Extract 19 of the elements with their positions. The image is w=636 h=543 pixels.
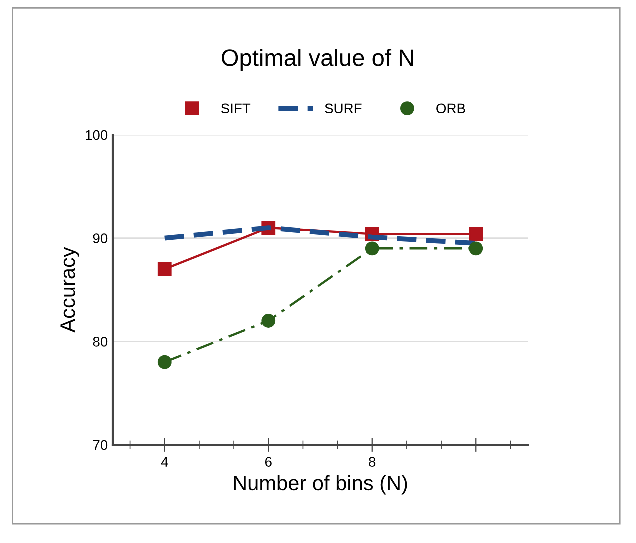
point [158,355,172,370]
legend-label: SIFT [221,104,251,114]
point [365,242,380,256]
point [469,227,484,242]
x-tick-label: 6 [265,457,272,468]
y-tick-label: 90 [93,234,108,244]
point [158,262,172,276]
chart-title: Optimal value of N [222,48,414,72]
legend-label: ORB [436,104,466,114]
point [469,242,484,256]
x-tick-label: 8 [369,457,376,468]
x-axis-title: Number of bins (N) [234,475,408,495]
x-tick-label: 4 [161,457,168,467]
legend-label: SURF [325,104,362,114]
y-tick-label: 70 [93,440,108,450]
y-axis-title: Accuracy [60,247,80,333]
point [262,314,276,328]
y-tick-label: 80 [93,337,108,347]
y-tick-label: 100 [86,130,108,140]
